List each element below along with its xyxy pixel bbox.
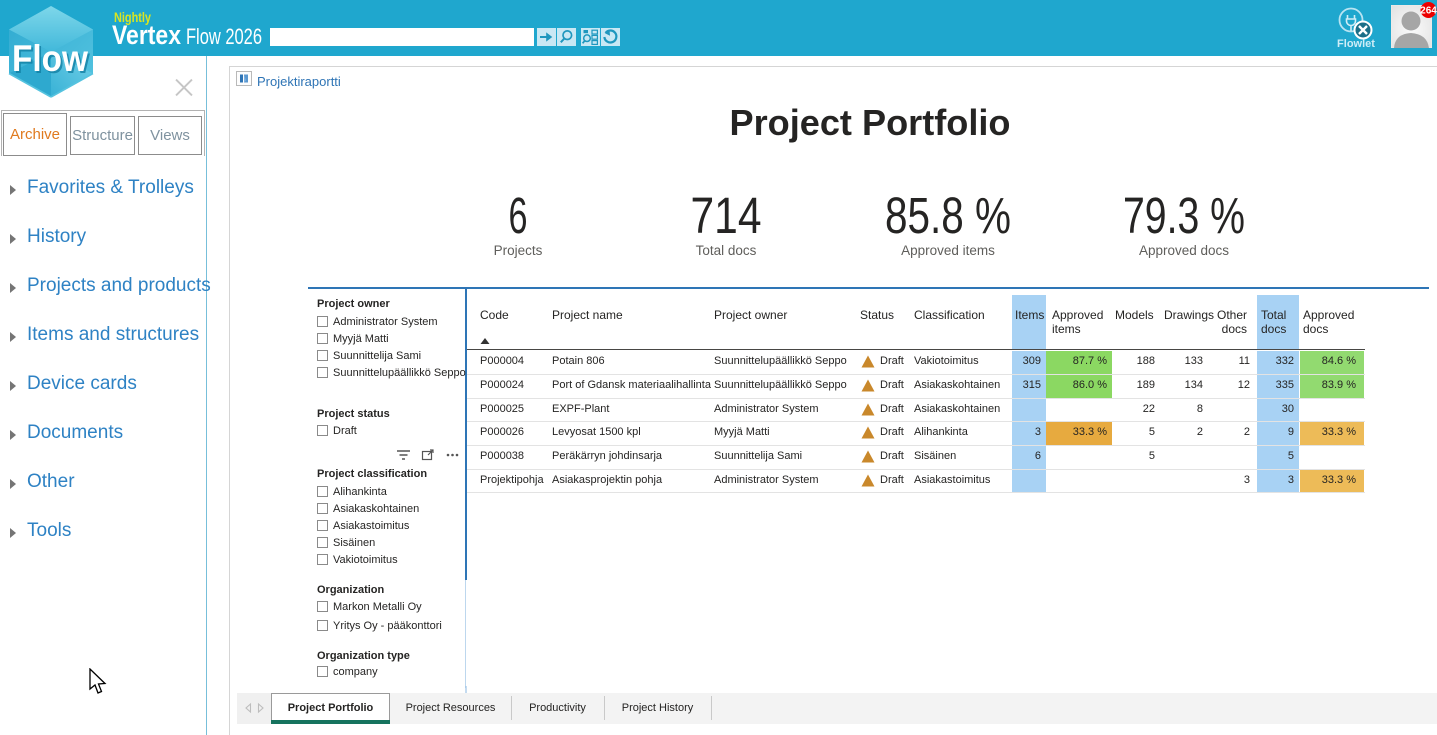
svg-text:Flow: Flow [14, 40, 90, 81]
svg-text:Approved docs: Approved docs [1139, 243, 1229, 258]
svg-text:714: 714 [691, 187, 762, 244]
svg-text:79.3 %: 79.3 % [1123, 187, 1245, 244]
svg-text:85.8 %: 85.8 % [885, 187, 1011, 244]
svg-text:6: 6 [509, 187, 528, 244]
svg-text:Approved items: Approved items [901, 243, 995, 258]
svg-text:Projects: Projects [494, 243, 543, 258]
svg-text:Flow: Flow [12, 38, 88, 79]
svg-text:Total docs: Total docs [696, 243, 757, 258]
svg-text:Nightly: Nightly [114, 10, 151, 25]
svg-text:Project Portfolio: Project Portfolio [730, 102, 1011, 143]
svg-text:Flow 2026: Flow 2026 [186, 24, 262, 49]
svg-text:Vertex: Vertex [112, 20, 181, 50]
svg-text:264: 264 [1420, 5, 1437, 16]
